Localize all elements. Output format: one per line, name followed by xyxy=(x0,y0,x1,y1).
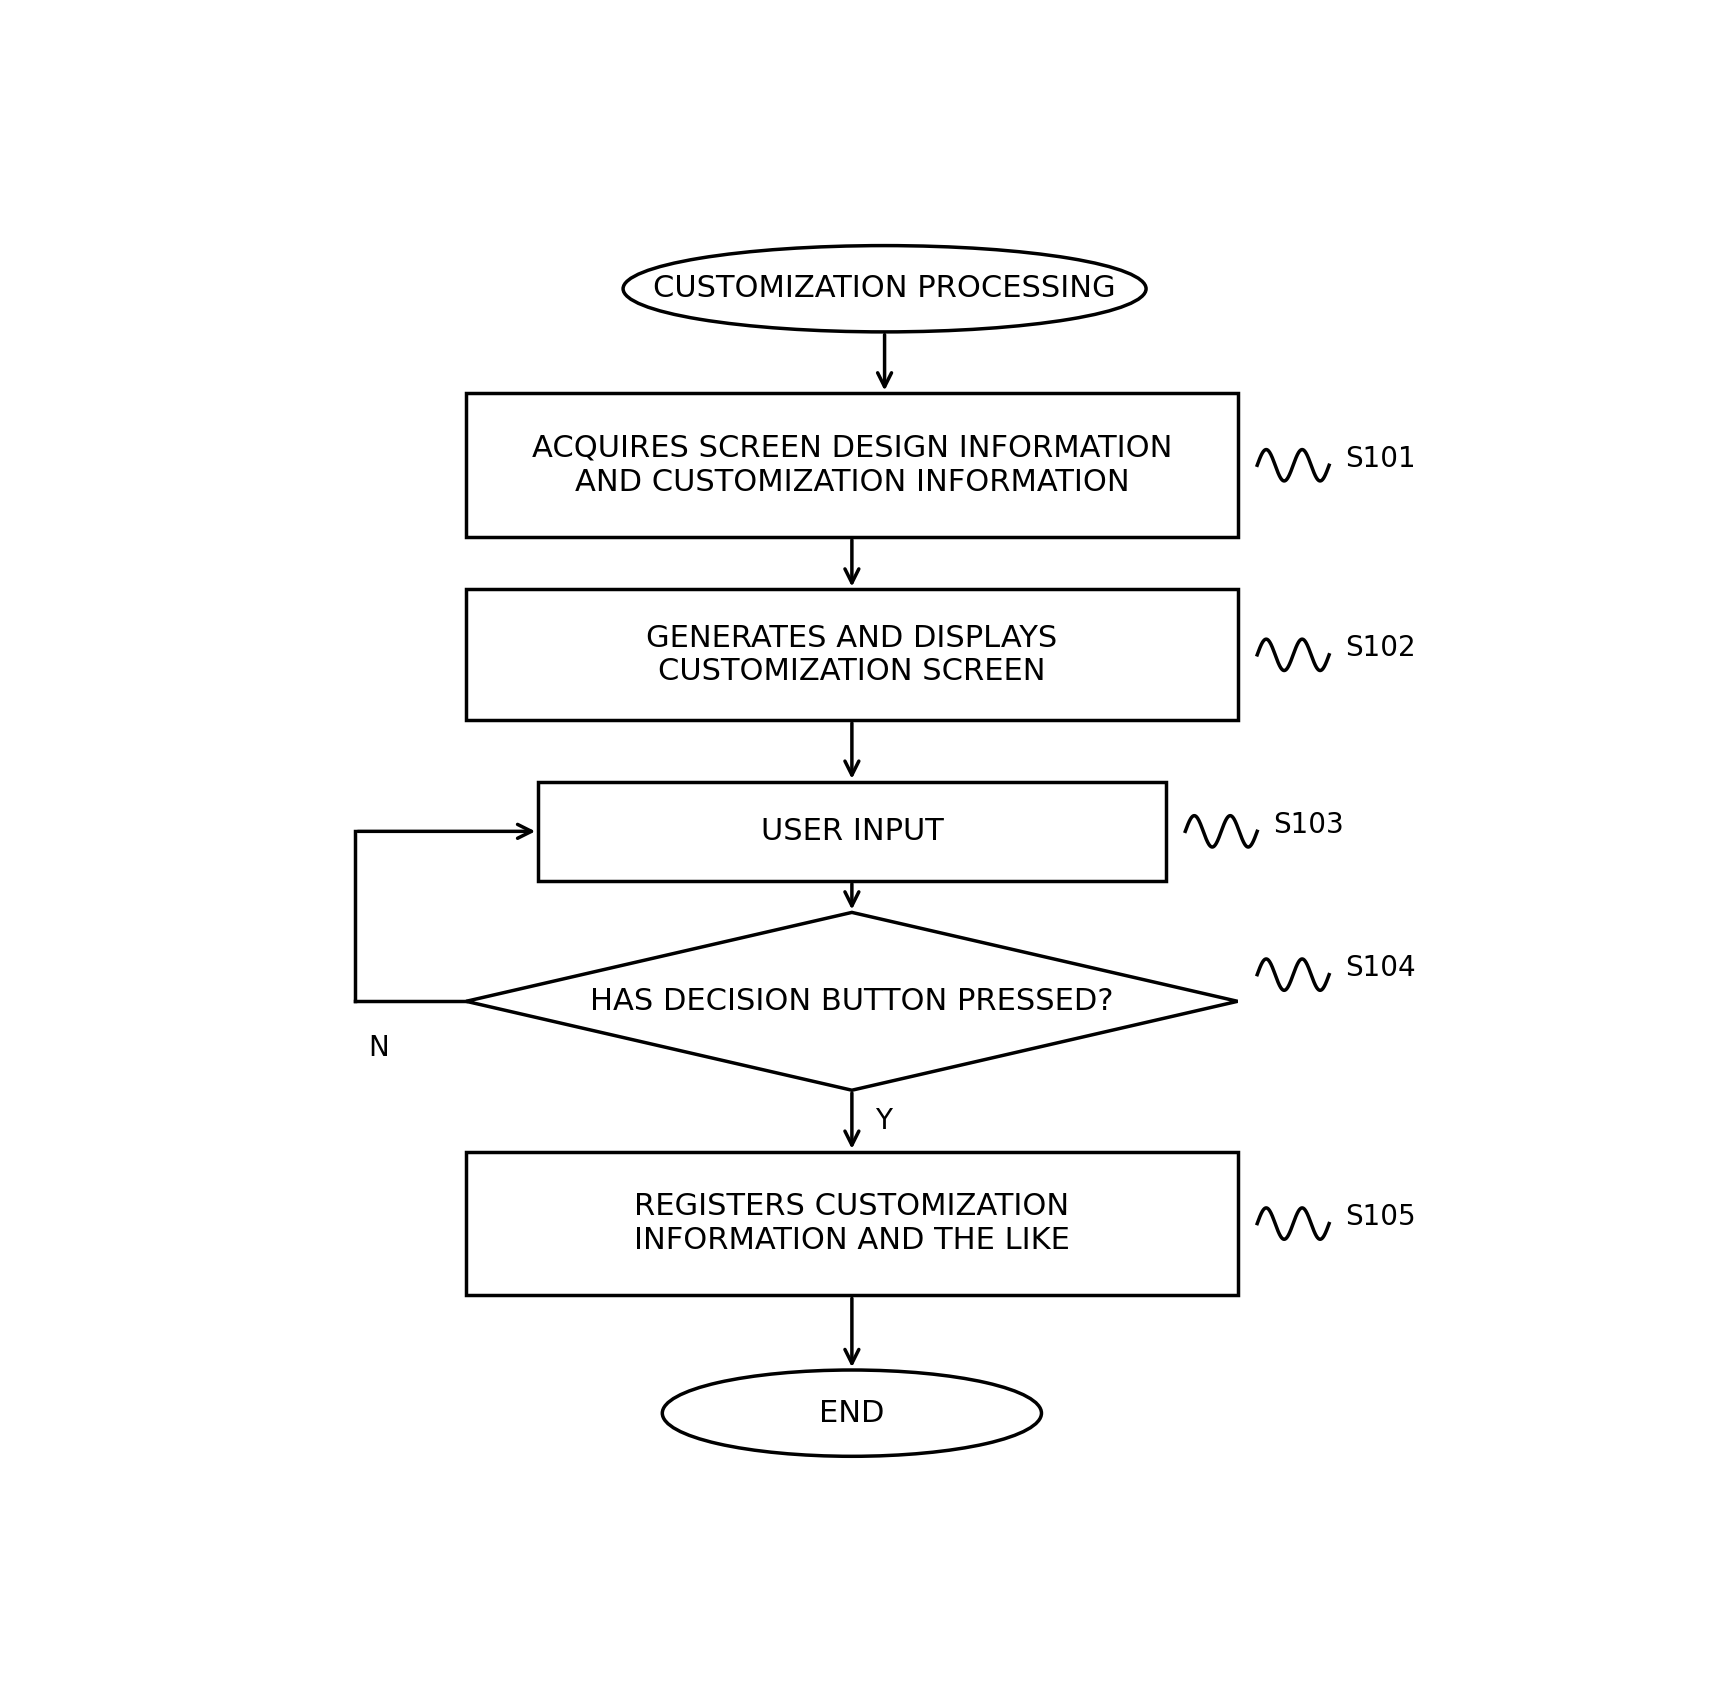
Bar xyxy=(539,781,1165,881)
Text: S102: S102 xyxy=(1345,635,1415,662)
Text: S105: S105 xyxy=(1345,1204,1415,1231)
Text: USER INPUT: USER INPUT xyxy=(761,817,944,846)
Text: S103: S103 xyxy=(1272,812,1343,839)
Bar xyxy=(466,589,1238,720)
Text: HAS DECISION BUTTON PRESSED?: HAS DECISION BUTTON PRESSED? xyxy=(590,987,1113,1015)
Text: N: N xyxy=(368,1034,388,1061)
Polygon shape xyxy=(466,912,1238,1090)
Text: REGISTERS CUSTOMIZATION
INFORMATION AND THE LIKE: REGISTERS CUSTOMIZATION INFORMATION AND … xyxy=(633,1192,1070,1255)
Text: END: END xyxy=(820,1399,885,1428)
Text: GENERATES AND DISPLAYS
CUSTOMIZATION SCREEN: GENERATES AND DISPLAYS CUSTOMIZATION SCR… xyxy=(646,623,1058,686)
Text: Y: Y xyxy=(875,1107,892,1134)
Ellipse shape xyxy=(623,246,1146,331)
Text: ACQUIRES SCREEN DESIGN INFORMATION
AND CUSTOMIZATION INFORMATION: ACQUIRES SCREEN DESIGN INFORMATION AND C… xyxy=(532,435,1172,496)
Text: CUSTOMIZATION PROCESSING: CUSTOMIZATION PROCESSING xyxy=(652,275,1117,304)
Bar xyxy=(466,394,1238,537)
Text: S101: S101 xyxy=(1345,445,1415,472)
Ellipse shape xyxy=(663,1370,1041,1457)
Bar xyxy=(466,1151,1238,1296)
Text: S104: S104 xyxy=(1345,954,1415,981)
